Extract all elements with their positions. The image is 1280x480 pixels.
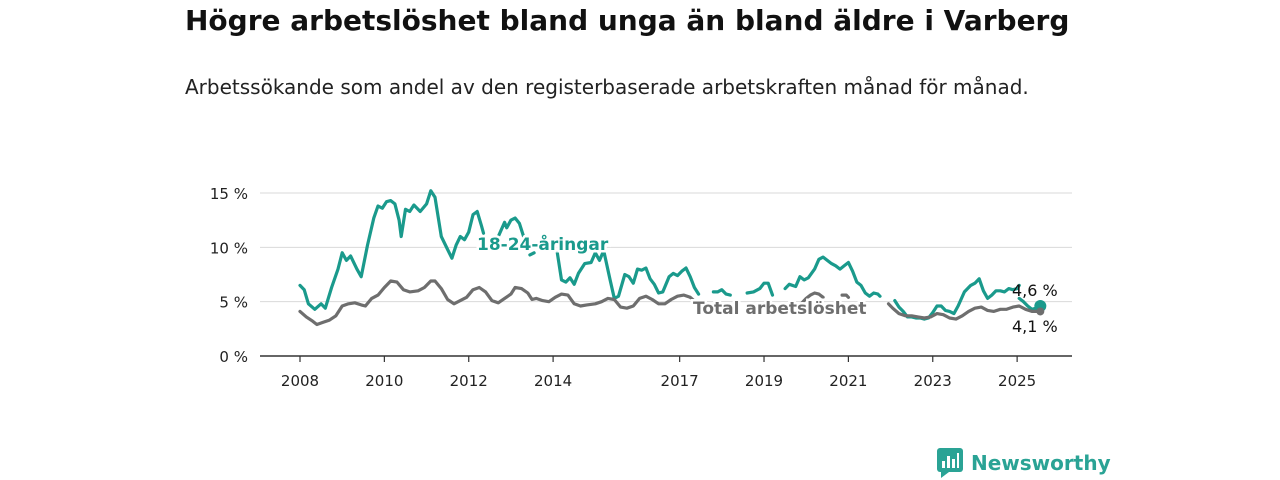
x-tick-label: 2019 xyxy=(745,372,783,390)
x-tick-label: 2017 xyxy=(661,372,699,390)
chart-title: Högre arbetslöshet bland unga än bland ä… xyxy=(185,4,1070,37)
series-line-total xyxy=(298,279,1042,327)
series-end-point-total xyxy=(1036,307,1045,316)
x-tick-label: 2023 xyxy=(914,372,952,390)
y-tick-label: 0 % xyxy=(219,348,248,366)
line-chart: 0 % 5 % 10 % 15 % 2008 2010 2012 2014 2017 2019 20… xyxy=(210,185,1072,390)
y-tick-label: 10 % xyxy=(210,239,248,257)
newsworthy-logo-icon xyxy=(937,448,963,478)
end-value-label-total: 4,1 % xyxy=(1012,317,1058,336)
series-label-total: Total arbetslöshet xyxy=(693,299,867,319)
series-label-young: 18-24-åringar xyxy=(477,233,609,255)
brand-name: Newsworthy xyxy=(971,451,1111,475)
brand-logo[interactable]: Newsworthy xyxy=(937,447,1111,479)
x-tick-label: 2025 xyxy=(998,372,1036,390)
y-tick-label: 5 % xyxy=(219,294,248,312)
end-value-label-young: 4,6 % xyxy=(1012,281,1058,300)
x-tick-label: 2012 xyxy=(450,372,488,390)
chart-subtitle: Arbetssökande som andel av den registerb… xyxy=(185,75,1029,99)
x-tick-label: 2021 xyxy=(829,372,867,390)
x-tick-label: 2008 xyxy=(281,372,319,390)
x-tick-label: 2010 xyxy=(365,372,403,390)
series-line-young xyxy=(298,189,1042,321)
x-tick-label: 2014 xyxy=(534,372,572,390)
y-tick-label: 15 % xyxy=(210,185,248,203)
